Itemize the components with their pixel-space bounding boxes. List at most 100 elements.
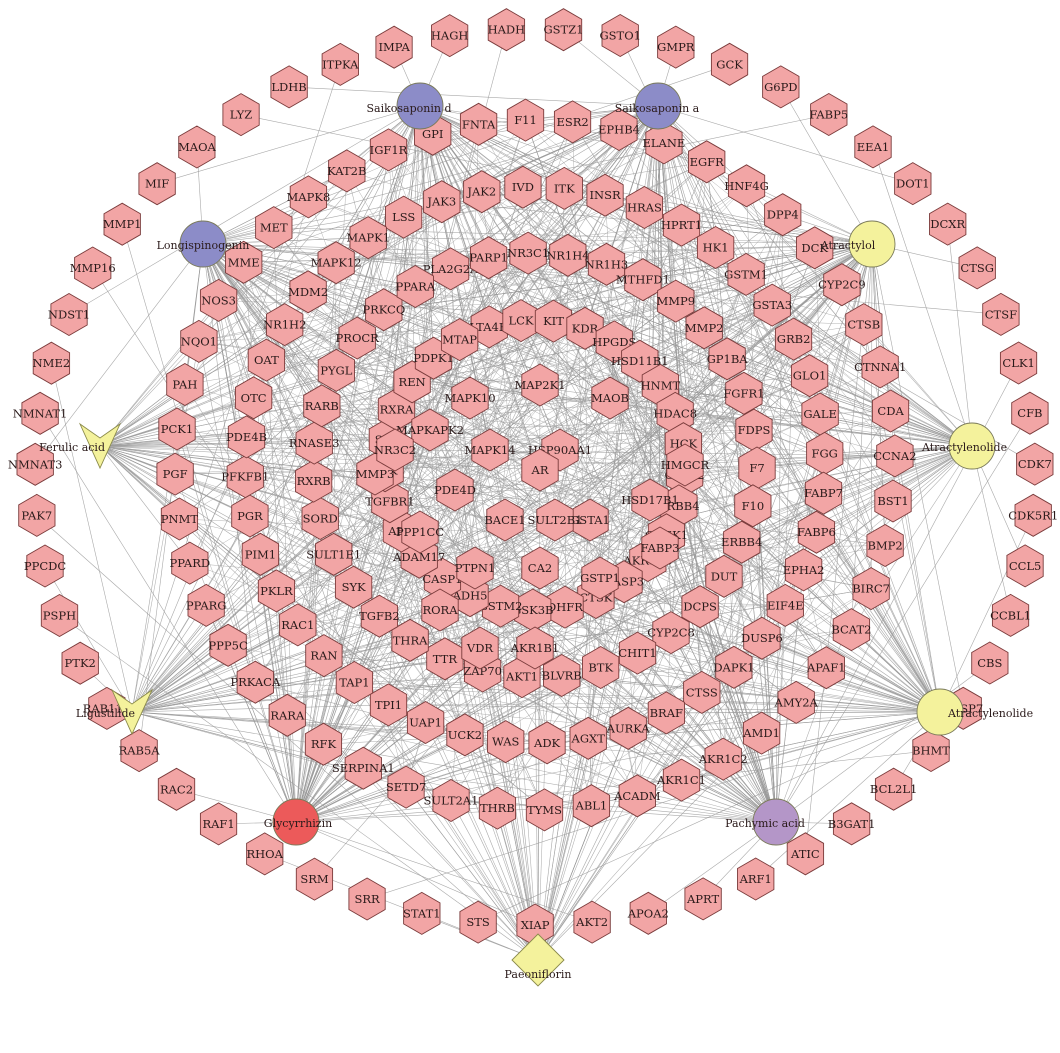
target-node-bcl2l1[interactable]: BCL2L1 xyxy=(870,767,917,811)
target-node-rnase3[interactable]: RNASE3 xyxy=(289,421,340,465)
target-node-ccbl1[interactable]: CCBL1 xyxy=(990,593,1031,637)
target-node-birc7[interactable]: BIRC7 xyxy=(852,567,890,611)
target-node-f10[interactable]: F10 xyxy=(734,484,772,528)
target-node-mapk1[interactable]: MAPK1 xyxy=(346,216,390,260)
target-node-mme[interactable]: MME xyxy=(225,240,263,284)
target-node-maoa[interactable]: MAOA xyxy=(178,125,217,169)
target-node-fabp6[interactable]: FABP6 xyxy=(797,510,836,554)
target-node-pck1[interactable]: PCK1 xyxy=(158,407,196,451)
target-node-mtap[interactable]: MTAP xyxy=(440,318,479,362)
target-node-pparg[interactable]: PPARG xyxy=(186,583,227,627)
target-node-tap1[interactable]: TAP1 xyxy=(335,660,374,705)
target-node-b3gat1[interactable]: B3GAT1 xyxy=(828,802,876,846)
target-node-insr[interactable]: INSR xyxy=(586,173,624,217)
target-node-akr1c2[interactable]: AKR1C2 xyxy=(698,737,748,781)
target-node-pde4d[interactable]: PDE4D xyxy=(434,468,476,512)
target-node-nr1h3[interactable]: NR1H3 xyxy=(585,242,628,286)
target-node-nr1h4[interactable]: NR1H4 xyxy=(546,233,590,277)
target-node-pla2g2a[interactable]: PLA2G2A xyxy=(423,247,479,291)
target-node-fgg[interactable]: FGG xyxy=(806,431,844,475)
target-node-gsto1[interactable]: GSTO1 xyxy=(599,13,641,58)
compound-node-glycyrrhizin[interactable]: Glycyrrhizin xyxy=(264,798,332,846)
target-node-was[interactable]: WAS xyxy=(487,720,525,764)
target-node-pim1[interactable]: PIM1 xyxy=(241,532,280,576)
target-node-srr[interactable]: SRR xyxy=(348,877,386,921)
target-node-tpi1[interactable]: TPI1 xyxy=(369,683,408,727)
target-node-lss[interactable]: LSS xyxy=(385,195,423,239)
target-node-mmp9[interactable]: MMP9 xyxy=(656,279,695,323)
target-node-syk[interactable]: SYK xyxy=(334,565,373,609)
target-node-chit1[interactable]: CHIT1 xyxy=(618,631,657,675)
target-node-gsta1[interactable]: GSTA1 xyxy=(570,498,610,542)
target-node-arf1[interactable]: ARF1 xyxy=(737,857,775,901)
target-node-stat1[interactable]: STAT1 xyxy=(403,891,441,935)
target-node-dcxr[interactable]: DCXR xyxy=(929,202,967,246)
target-node-abl1[interactable]: ABL1 xyxy=(572,784,611,828)
target-node-mapk10[interactable]: MAPK10 xyxy=(444,376,496,420)
target-node-cdk7[interactable]: CDK7 xyxy=(1016,442,1054,486)
compound-node-longispinogenin[interactable]: Longispinogenin xyxy=(157,220,250,268)
target-node-gstp1[interactable]: GSTP1 xyxy=(580,556,620,600)
target-node-dapk1[interactable]: DAPK1 xyxy=(713,645,754,689)
target-node-gmpr[interactable]: GMPR xyxy=(657,25,695,69)
target-node-tgfb2[interactable]: TGFB2 xyxy=(359,594,400,638)
target-node-ephb4[interactable]: EPHB4 xyxy=(598,107,640,152)
target-node-rhoa[interactable]: RHOA xyxy=(246,832,284,876)
target-node-itk[interactable]: ITK xyxy=(545,166,583,210)
compound-node-saikosaponin-d[interactable]: Saikosaponin d xyxy=(367,82,452,130)
target-node-rora[interactable]: RORA xyxy=(421,588,459,632)
target-node-hmgcr[interactable]: HMGCR xyxy=(661,443,710,487)
target-node-nos3[interactable]: NOS3 xyxy=(199,278,238,322)
target-node-aurka[interactable]: AURKA xyxy=(606,706,651,750)
target-node-amy2a[interactable]: AMY2A xyxy=(774,680,819,724)
target-node-bcat2[interactable]: BCAT2 xyxy=(831,608,871,652)
target-node-mif[interactable]: MIF xyxy=(138,162,176,206)
target-node-rab5a[interactable]: RAB5A xyxy=(119,729,161,773)
target-node-pak7[interactable]: PAK7 xyxy=(18,493,56,537)
target-node-hadh[interactable]: HADH xyxy=(488,8,526,52)
target-node-nr3c1[interactable]: NR3C1 xyxy=(507,231,549,275)
target-node-akt2[interactable]: AKT2 xyxy=(573,900,611,944)
target-node-pfkfb1[interactable]: PFKFB1 xyxy=(221,455,269,499)
target-node-fnta[interactable]: FNTA xyxy=(459,102,498,146)
target-node-kit[interactable]: KIT xyxy=(534,299,573,343)
target-node-nr3c2[interactable]: NR3C2 xyxy=(374,428,416,472)
target-node-pgf[interactable]: PGF xyxy=(156,452,194,496)
target-node-gp1ba[interactable]: GP1BA xyxy=(707,337,749,381)
target-node-sult2b1[interactable]: SULT2B1 xyxy=(527,498,583,542)
target-node-sult1e1[interactable]: SULT1E1 xyxy=(306,532,361,576)
target-node-mdm2[interactable]: MDM2 xyxy=(288,270,328,314)
target-node-mapk14[interactable]: MAPK14 xyxy=(464,428,516,472)
target-node-nr1h2[interactable]: NR1H2 xyxy=(263,303,306,347)
target-node-ppara[interactable]: PPARA xyxy=(395,264,436,309)
compound-node-pachymic-acid[interactable]: Pachymic acid xyxy=(725,798,805,846)
target-node-rac2[interactable]: RAC2 xyxy=(157,767,196,811)
target-node-cda[interactable]: CDA xyxy=(871,389,910,433)
target-node-xiap[interactable]: XIAP xyxy=(516,903,554,947)
target-node-dcps[interactable]: DCPS xyxy=(681,585,719,629)
target-node-rxrb[interactable]: RXRB xyxy=(295,459,333,503)
target-node-ppcdc[interactable]: PPCDC xyxy=(24,544,66,588)
target-node-dpp4[interactable]: DPP4 xyxy=(764,193,802,237)
target-node-raf1[interactable]: RAF1 xyxy=(199,802,238,846)
target-node-nme2[interactable]: NME2 xyxy=(33,341,71,385)
target-node-mapkapk2[interactable]: MAPKAPK2 xyxy=(396,408,464,452)
target-node-rac1[interactable]: RAC1 xyxy=(279,603,317,647)
target-node-ctsg[interactable]: CTSG xyxy=(958,246,996,290)
target-node-otc[interactable]: OTC xyxy=(234,376,273,420)
target-node-pnmt[interactable]: PNMT xyxy=(161,497,199,541)
target-node-hprt1[interactable]: HPRT1 xyxy=(661,203,702,247)
target-node-apoa2[interactable]: APOA2 xyxy=(627,891,669,935)
target-node-kat2b[interactable]: KAT2B xyxy=(327,149,366,193)
target-node-g6pd[interactable]: G6PD xyxy=(762,65,800,109)
compound-node-ferulic-acid[interactable]: Ferulic acid xyxy=(39,422,122,470)
target-node-cdk5r1[interactable]: CDK5R1 xyxy=(1008,493,1058,537)
target-node-mapk8[interactable]: MAPK8 xyxy=(287,175,331,219)
target-node-gstm1[interactable]: GSTM1 xyxy=(724,252,768,296)
target-node-bst1[interactable]: BST1 xyxy=(874,479,912,523)
target-node-psph[interactable]: PSPH xyxy=(40,593,79,638)
target-node-clk1[interactable]: CLK1 xyxy=(999,341,1038,385)
target-node-aprt[interactable]: APRT xyxy=(684,877,722,921)
target-node-ppp1cc[interactable]: PPP1CC xyxy=(396,510,444,554)
target-node-mmp2[interactable]: MMP2 xyxy=(685,306,724,350)
